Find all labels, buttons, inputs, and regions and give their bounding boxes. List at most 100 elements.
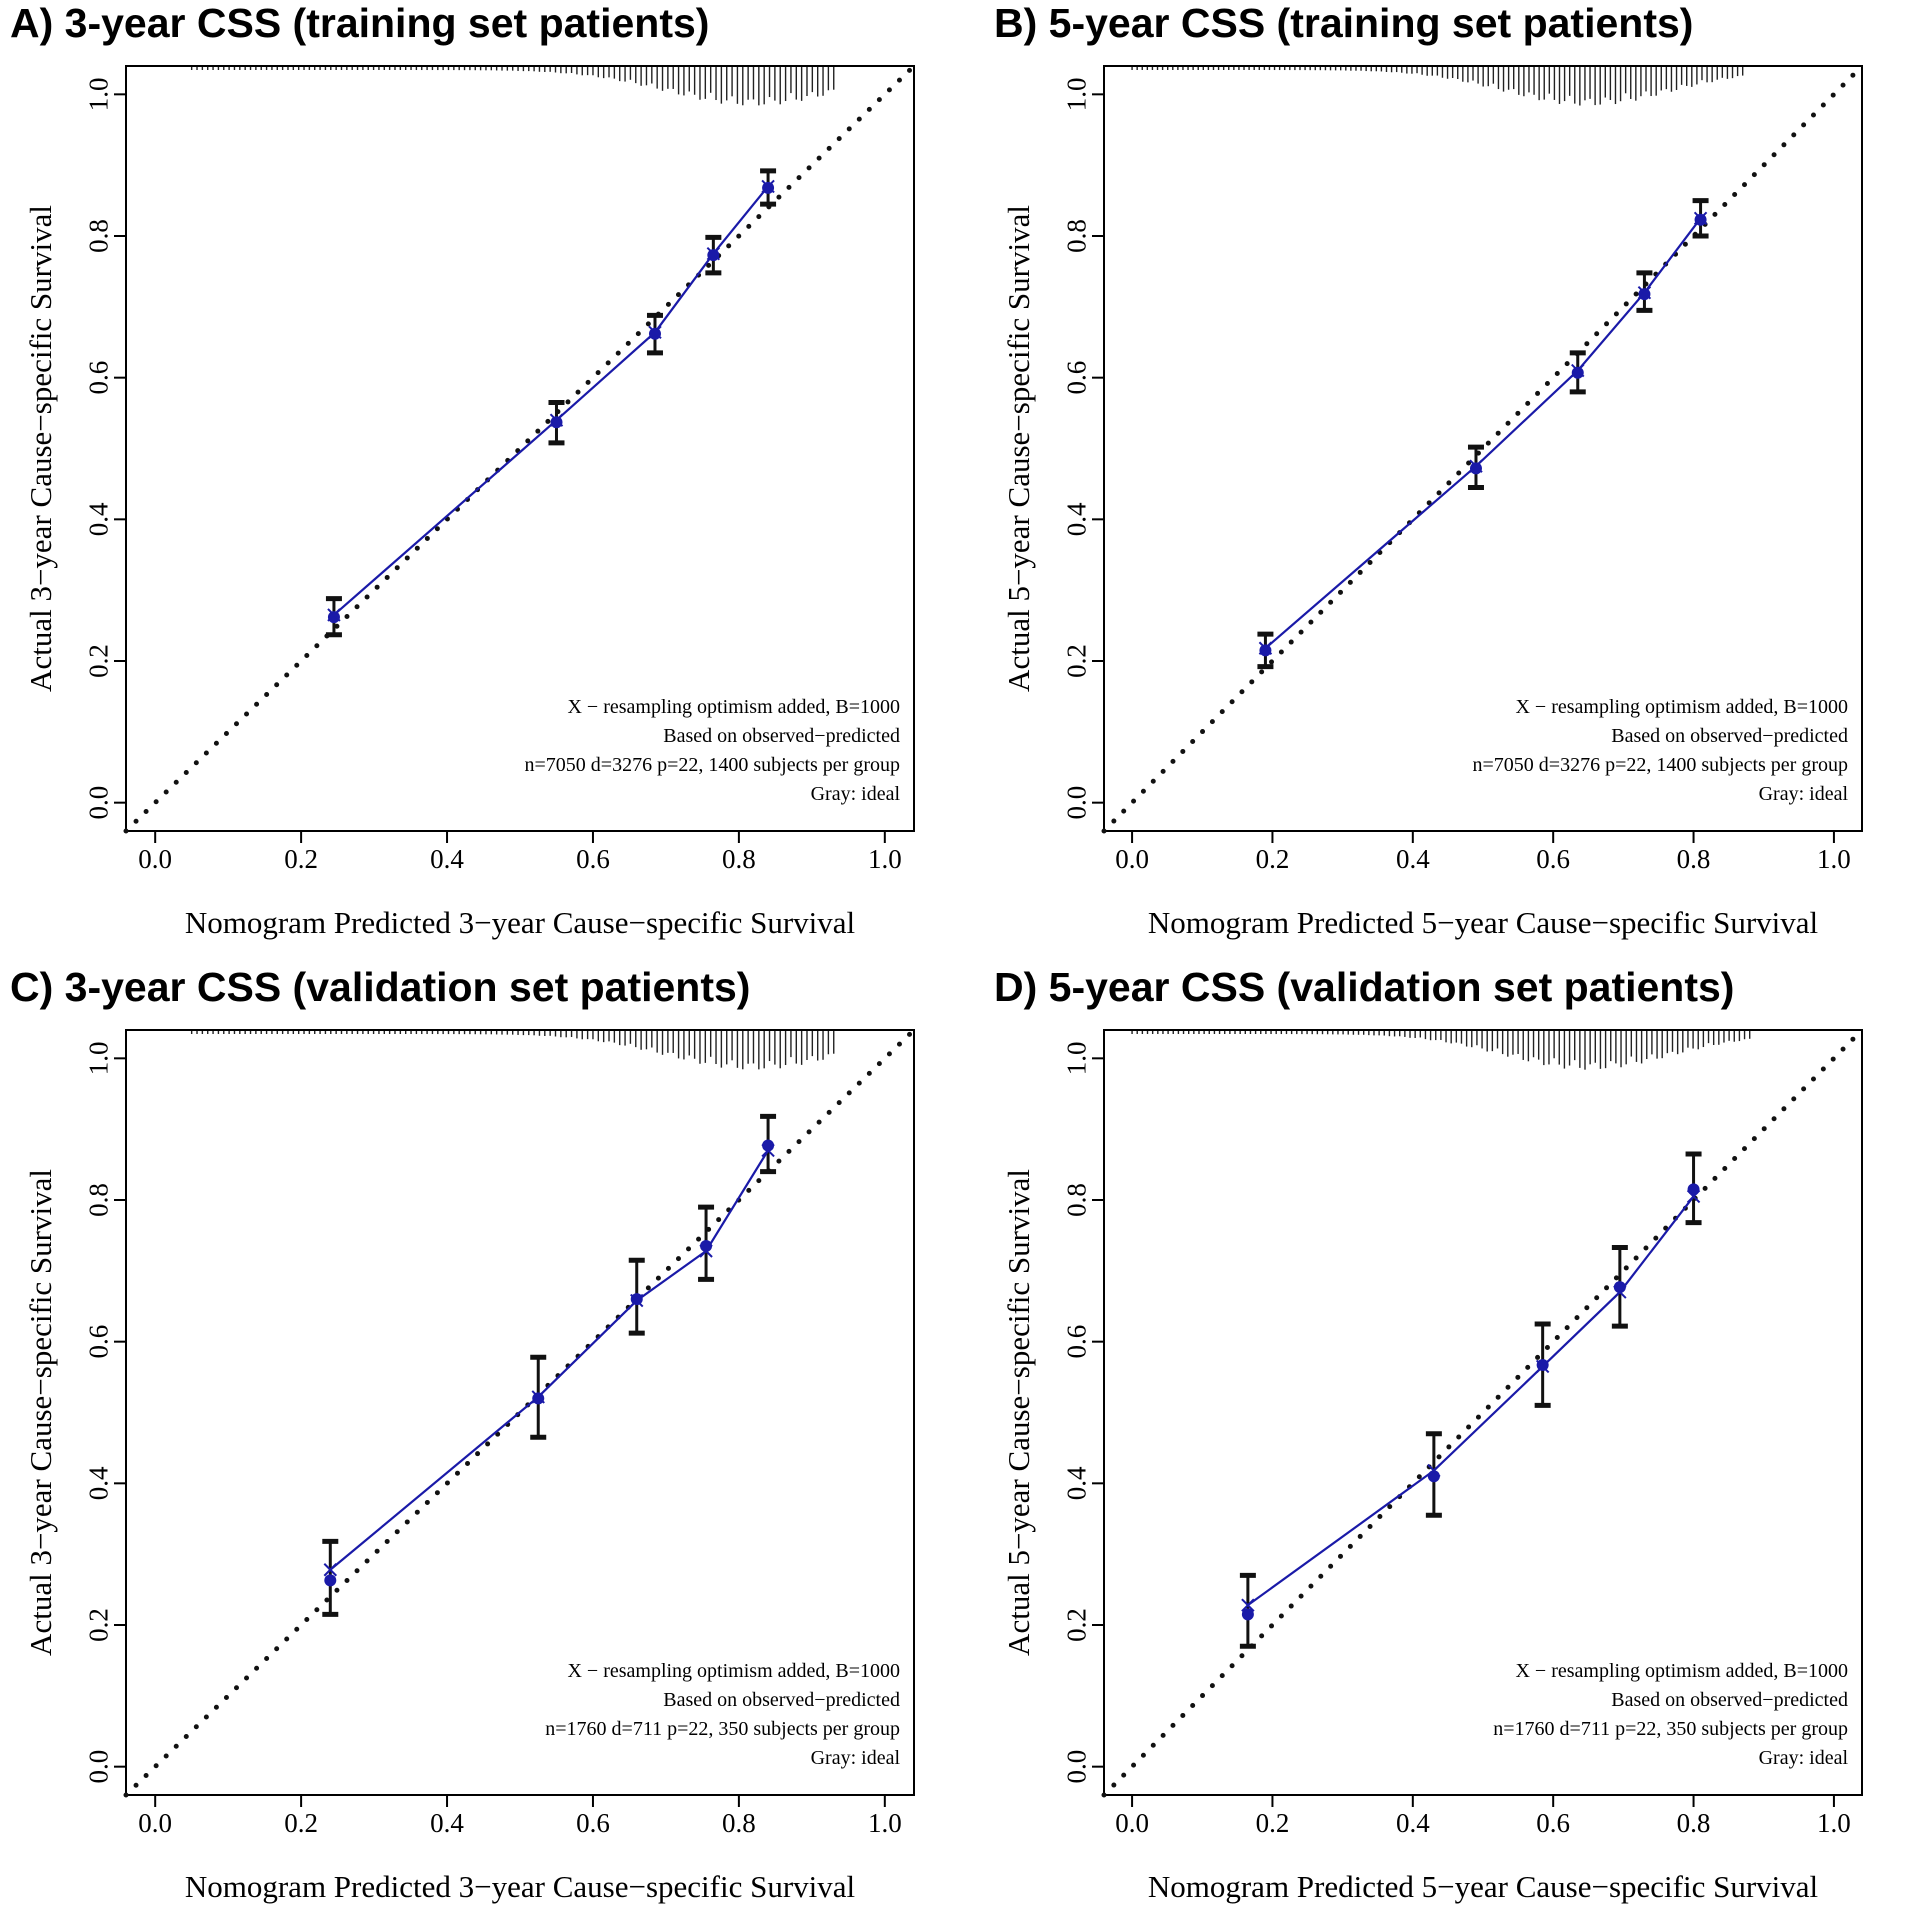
calibration-line [1247, 1195, 1695, 1607]
corrected-x-marker [327, 608, 341, 622]
plot-frame [125, 1029, 915, 1796]
x-tick-label: 0.2 [1256, 1808, 1290, 1838]
y-tick-label: 0.8 [1061, 219, 1091, 253]
y-tick-label: 0.0 [83, 786, 113, 820]
annotation-line: Based on observed−predicted [1611, 1689, 1848, 1711]
x-tick-label: 0.8 [722, 844, 756, 874]
corrected-x-marker [699, 1244, 713, 1258]
corrected-x-marker [1258, 641, 1273, 655]
observed-point [1638, 288, 1651, 301]
calibration-plot: 0.0 0.2 0.4 0.6 0.8 1.0 0.0 0.2 0.4 0.6 0.8 1.0 Nomo… [23, 1027, 917, 1904]
corrected-x-marker [323, 1563, 338, 1577]
calibration-plot: 0.0 0.2 0.4 0.6 0.8 1.0 0.0 0.2 0.4 0.6 0.8 1.0 Nomo… [23, 63, 917, 940]
annotation-line: n=1760 d=711 p=22, 350 subjects per grou… [545, 1718, 900, 1740]
corrected-x-marker [1241, 1598, 1255, 1612]
y-tick-label: 0.4 [83, 502, 113, 536]
x-tick-label: 0.2 [284, 1808, 318, 1838]
plot-frame [125, 65, 915, 832]
x-tick-label: 0.8 [1677, 1808, 1711, 1838]
x-tick-label: 0.0 [1115, 1808, 1149, 1838]
observed-point [630, 1293, 643, 1306]
annotation-line: X − resampling optimism added, B=1000 [1515, 1660, 1848, 1682]
corrected-x-marker [1427, 1463, 1441, 1478]
calibration-line [329, 1149, 770, 1571]
y-axis-title: Actual 3−year Cause−specific Survival [23, 1169, 58, 1656]
corrected-x-marker [761, 1143, 775, 1158]
annotation-line: Based on observed−predicted [1611, 725, 1848, 747]
panel-d: D) 5-year CSS (validation set patients) … [984, 964, 1908, 1928]
x-axis-title: Nomogram Predicted 5−year Cause−specific… [1148, 905, 1818, 940]
annotation-line: Gray: ideal [1759, 1747, 1849, 1769]
corrected-x-marker [549, 413, 564, 427]
observed-point [1427, 1470, 1440, 1483]
ideal-line [1101, 63, 1865, 834]
panel-title: D) 5-year CSS (validation set patients) [994, 964, 1735, 1010]
x-tick-label: 1.0 [868, 1808, 902, 1838]
annotation-line: X − resampling optimism added, B=1000 [567, 1660, 900, 1682]
plot-frame [1103, 65, 1863, 832]
panel-title: A) 3-year CSS (training set patients) [10, 0, 710, 46]
annotation-line: X − resampling optimism added, B=1000 [1515, 696, 1848, 718]
y-tick-label: 0.6 [1061, 1325, 1091, 1359]
annotation-line: X − resampling optimism added, B=1000 [567, 696, 900, 718]
annotation-line: Gray: ideal [1759, 783, 1849, 805]
annotation-line: Gray: ideal [811, 783, 901, 805]
observed-point [324, 1574, 337, 1587]
panel-c: C) 3-year CSS (validation set patients) … [0, 964, 954, 1928]
x-axis-title: Nomogram Predicted 3−year Cause−specific… [185, 905, 855, 940]
corrected-x-marker [1686, 1189, 1701, 1204]
x-axis-title: Nomogram Predicted 5−year Cause−specific… [1148, 1869, 1818, 1904]
x-tick-label: 0.0 [138, 1808, 172, 1838]
corrected-x-marker [1637, 285, 1652, 300]
x-tick-label: 0.4 [430, 844, 464, 874]
observed-point [550, 416, 563, 429]
corrected-x-marker [1613, 1285, 1627, 1299]
corrected-x-marker [1469, 459, 1483, 473]
x-tick-label: 0.6 [1536, 1808, 1570, 1838]
y-tick-label: 0.4 [1061, 1466, 1091, 1500]
y-tick-label: 1.0 [83, 1041, 113, 1075]
x-tick-label: 0.4 [1396, 844, 1430, 874]
y-tick-label: 0.6 [83, 361, 113, 395]
annotation-line: Based on observed−predicted [663, 725, 900, 747]
y-tick-label: 0.0 [83, 1750, 113, 1784]
y-tick-label: 0.8 [83, 1183, 113, 1217]
annotation-line: n=1760 d=711 p=22, 350 subjects per grou… [1493, 1718, 1848, 1740]
calibration-plot: 0.0 0.2 0.4 0.6 0.8 1.0 0.0 0.2 0.4 0.6 0.8 1.0 Nomo… [1001, 63, 1865, 940]
panel-a: A) 3-year CSS (training set patients) 0.… [0, 0, 954, 964]
y-tick-label: 0.2 [1061, 644, 1091, 678]
y-axis-title: Actual 5−year Cause−specific Survival [1001, 205, 1036, 692]
x-tick-label: 0.2 [1256, 844, 1290, 874]
x-tick-label: 1.0 [868, 844, 902, 874]
calibration-plot: 0.0 0.2 0.4 0.6 0.8 1.0 0.0 0.2 0.4 0.6 0.8 1.0 Nomo… [1001, 1027, 1865, 1904]
y-axis-title: Actual 5−year Cause−specific Survival [1001, 1169, 1036, 1656]
observed-point [1694, 213, 1707, 226]
observed-point [1259, 644, 1272, 657]
observed-point [762, 181, 775, 194]
y-tick-label: 0.4 [1061, 502, 1091, 536]
observed-point [327, 611, 340, 624]
x-tick-label: 0.8 [1677, 844, 1711, 874]
y-tick-label: 1.0 [1061, 77, 1091, 111]
corrected-x-marker [648, 325, 662, 340]
ideal-line [123, 63, 917, 834]
y-tick-label: 0.8 [83, 219, 113, 253]
corrected-x-marker [630, 1293, 644, 1308]
panel-b: B) 5-year CSS (training set patients) 0.… [984, 0, 1908, 964]
observed-point [707, 249, 720, 262]
plot-frame [1103, 1029, 1863, 1796]
observed-point [1536, 1359, 1549, 1372]
x-tick-label: 0.6 [1536, 844, 1570, 874]
x-tick-label: 1.0 [1817, 844, 1851, 874]
y-tick-label: 0.4 [83, 1466, 113, 1500]
panel-title: B) 5-year CSS (training set patients) [994, 0, 1694, 46]
annotation-line: Gray: ideal [811, 1747, 901, 1769]
x-tick-label: 0.0 [1115, 844, 1149, 874]
corrected-x-marker [1571, 363, 1585, 378]
x-tick-label: 0.2 [284, 844, 318, 874]
x-tick-label: 0.0 [138, 844, 172, 874]
x-tick-label: 0.4 [1396, 1808, 1430, 1838]
annotation-line: Based on observed−predicted [663, 1689, 900, 1711]
x-axis-title: Nomogram Predicted 3−year Cause−specific… [185, 1869, 855, 1904]
y-tick-label: 0.8 [1061, 1183, 1091, 1217]
